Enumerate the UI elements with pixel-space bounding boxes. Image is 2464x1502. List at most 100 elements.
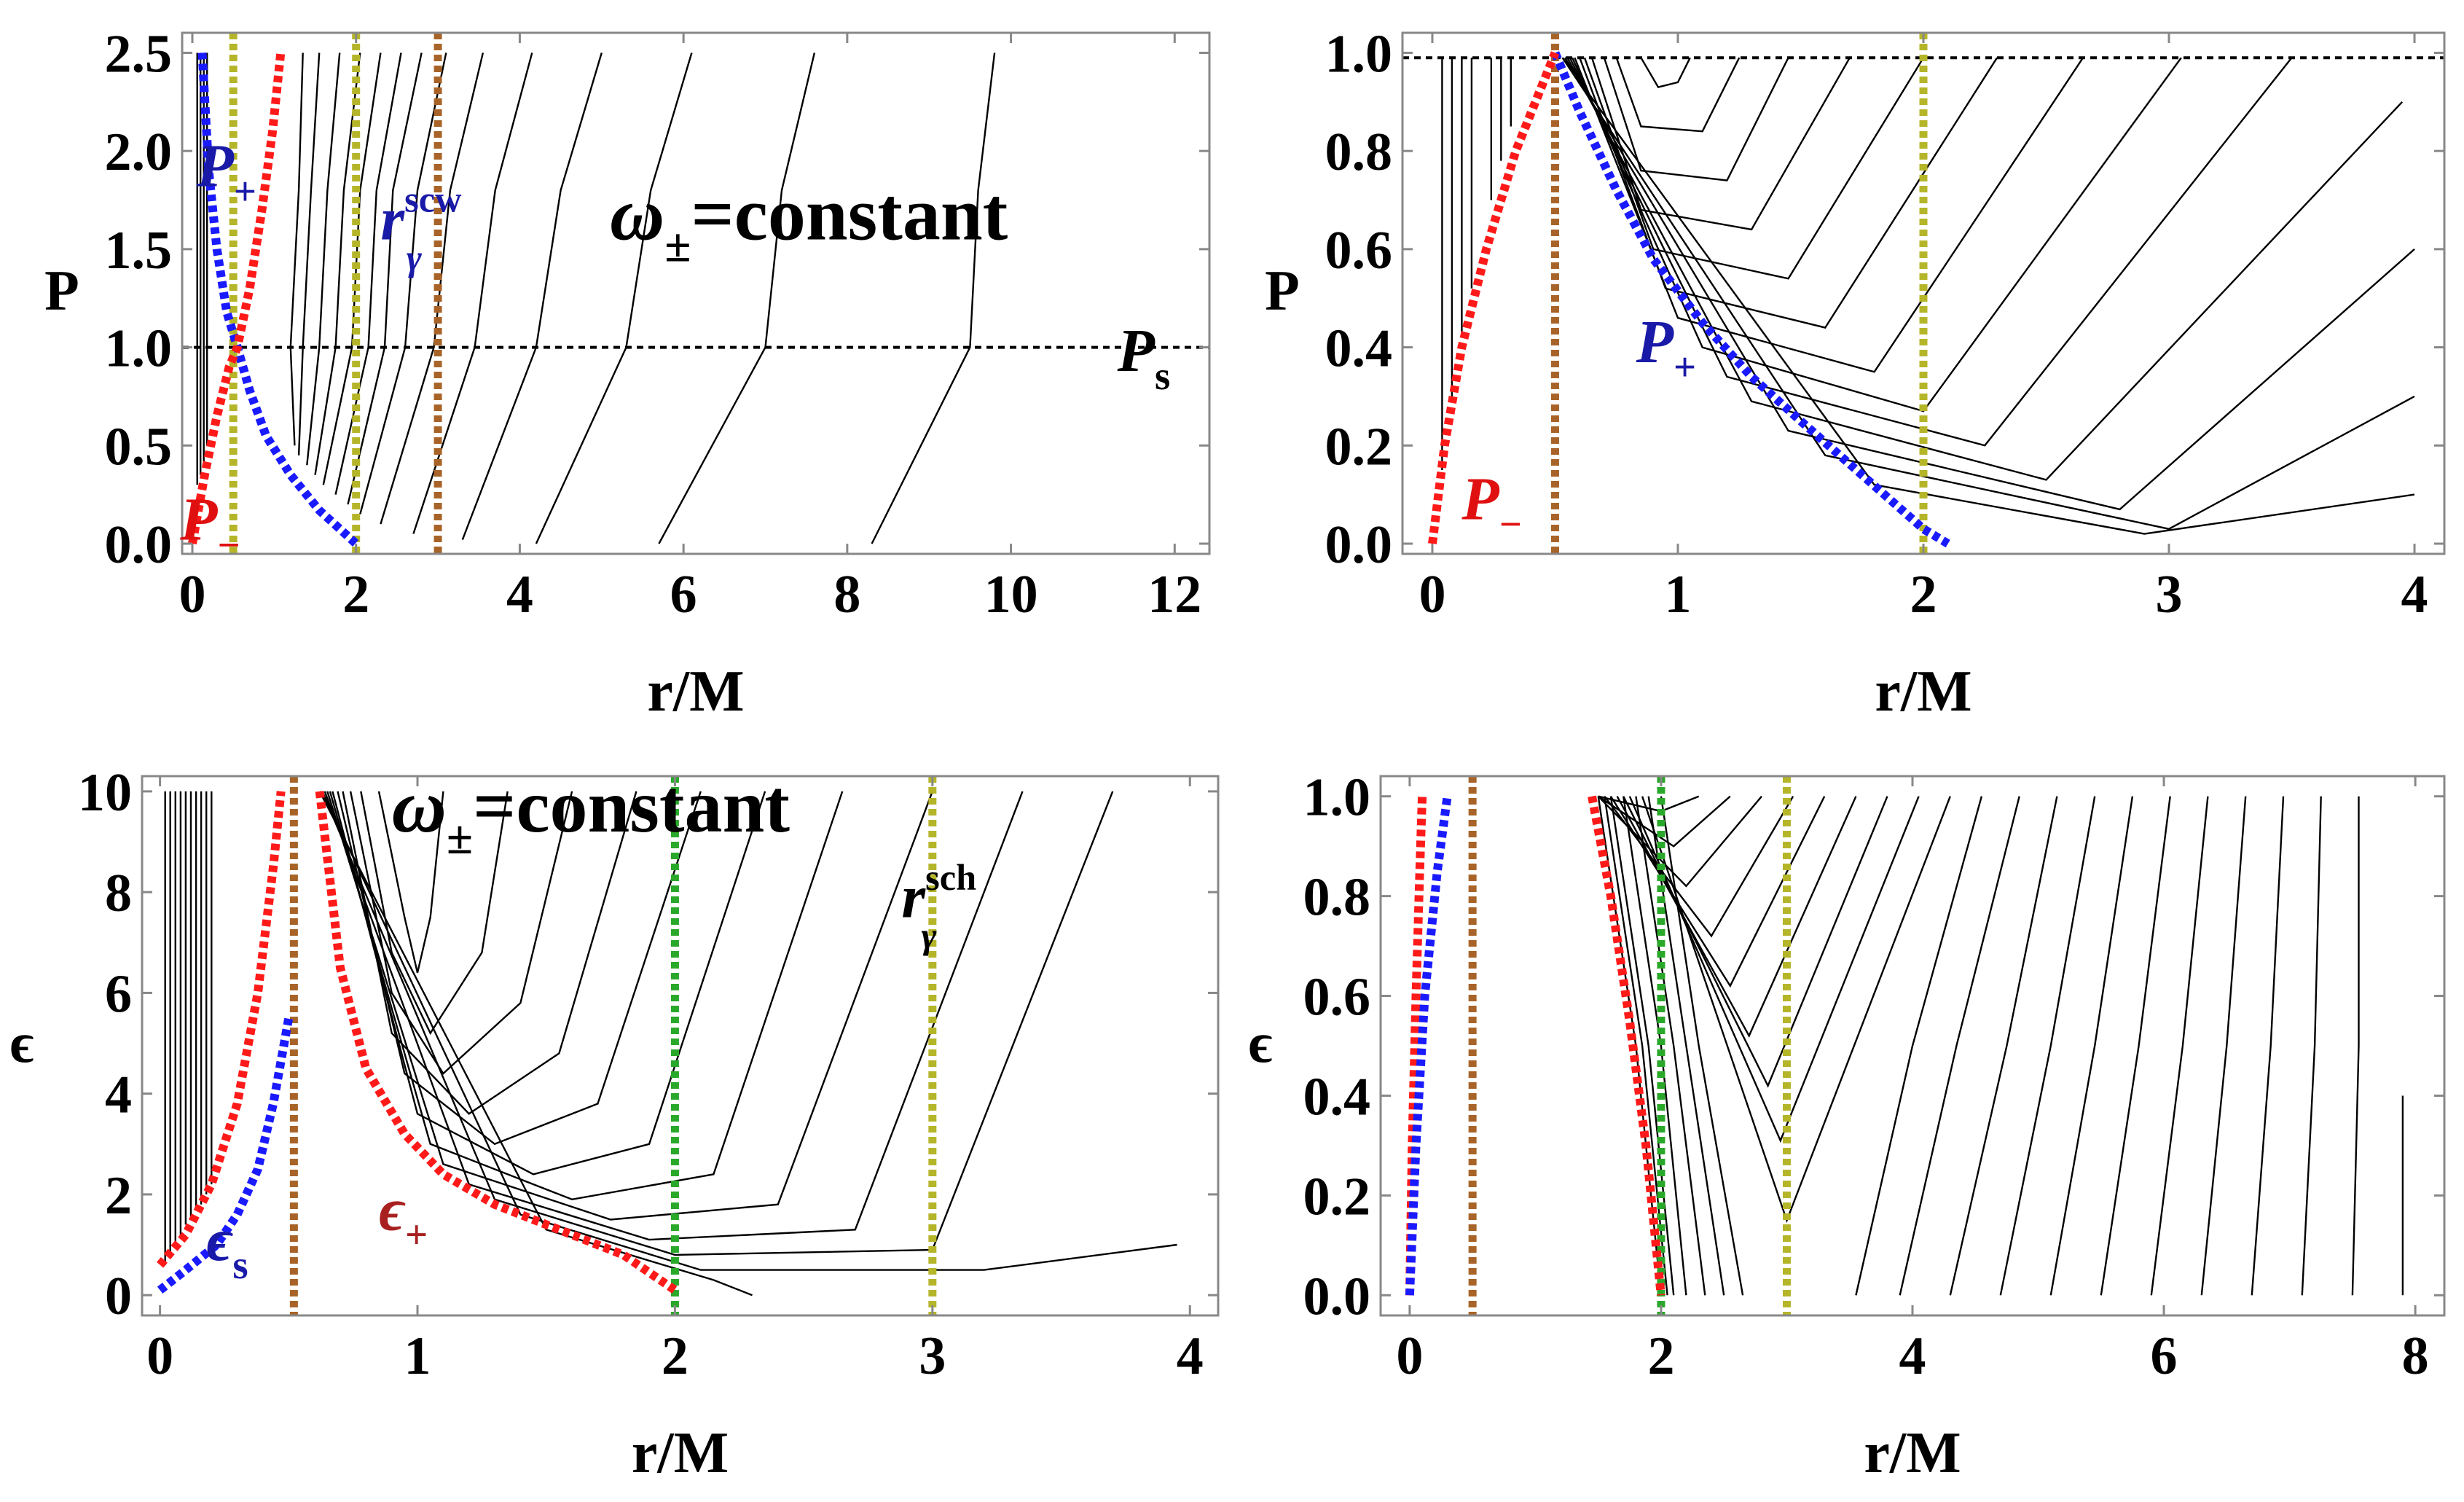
curve-label-2: ϵs	[206, 1206, 248, 1287]
contour-curve-17	[1899, 796, 2020, 1296]
y-tick-label: 0.6	[1325, 221, 1393, 281]
contour-curve-16	[658, 52, 816, 544]
y-tick-label: 0.2	[1303, 1167, 1371, 1227]
y-tick-label: 0.6	[1303, 968, 1371, 1028]
contour-curve-6	[306, 52, 341, 466]
contour-curve-19	[321, 791, 1114, 1256]
y-tick-label: 2.0	[105, 122, 173, 182]
x-tick-label: 0	[179, 565, 206, 625]
x-axis-label: r/M	[647, 660, 744, 724]
plot-area	[157, 776, 1177, 1315]
y-tick-label: 0.8	[1303, 868, 1371, 928]
boundary-curve-2	[1405, 795, 1452, 1296]
boundary-curve-1	[188, 52, 286, 545]
contour-curve-15	[1641, 796, 1951, 1224]
x-tick-label: 1	[404, 1326, 431, 1386]
contour-curve-11	[359, 52, 447, 515]
panel-bottom-left: 0 1 2 3 4 0 2 4 6 8 10 r/M ϵ ω±=constant rsch γ ϵ+ ϵs	[10, 763, 1220, 1485]
contour-curve-15	[535, 52, 693, 544]
y-axis-label: ϵ	[1249, 1011, 1273, 1074]
y-tick-label: 0.0	[105, 515, 173, 575]
contour-curve-26	[2351, 796, 2360, 1296]
contour-curve-10	[1590, 57, 1851, 231]
contour-curve-12	[349, 791, 573, 1075]
curve-label-3: P−	[179, 486, 240, 567]
x-tick-label: 10	[984, 565, 1038, 625]
x-tick-label: 8	[833, 565, 860, 625]
contour-curve-6	[1660, 796, 1744, 1296]
contour-curve-21	[2100, 796, 2171, 1296]
contour-curve-3	[1623, 796, 1687, 1296]
contour-curve-20	[321, 791, 1177, 1271]
y-tick-label: 0.0	[1325, 515, 1393, 575]
contour-curve-20	[2049, 796, 2134, 1296]
panel-top-right: 0 1 2 3 4 0.0 0.2 0.4 0.6 0.8 1.0 r/M P P+ P−	[1265, 24, 2446, 724]
x-tick-label: 1	[1664, 565, 1691, 625]
y-tick-label: 1.0	[105, 319, 173, 379]
plot-area	[1402, 33, 2444, 554]
panel-bottom-right: 0 2 4 6 8 0.0 0.2 0.4 0.6 0.8 1.0 r/M ϵ	[1249, 768, 2446, 1485]
boundary-curve-1	[157, 791, 286, 1268]
y-tick-label: 0.0	[1303, 1267, 1371, 1326]
contour-curve-16	[329, 791, 844, 1201]
y-tick-label: 0.4	[1303, 1067, 1371, 1127]
x-tick-label: 4	[2401, 565, 2428, 625]
contour-curve-13	[1574, 57, 2084, 373]
contour-curve-4	[1635, 796, 1706, 1296]
x-tick-label: 3	[2156, 565, 2183, 625]
x-tick-label: 6	[2151, 1326, 2178, 1386]
contour-curve-14	[1628, 796, 1920, 1143]
contour-curve-18	[1561, 57, 2415, 531]
x-tick-label: 12	[1147, 565, 1201, 625]
contour-curve-23	[2200, 796, 2247, 1296]
x-tick-label: 4	[1899, 1326, 1926, 1386]
y-tick-label: 0	[105, 1267, 132, 1326]
plot-frame	[141, 775, 1220, 1317]
contour-curve-18	[323, 791, 1024, 1241]
contour-curve-16	[1566, 57, 2404, 481]
contour-curve-5	[297, 52, 321, 455]
contour-curve-17	[1563, 57, 2415, 511]
x-tick-label: 0	[1396, 1326, 1423, 1386]
x-tick-label: 2	[662, 1326, 688, 1386]
contour-curve-4	[289, 52, 304, 446]
contour-curve-8	[1615, 57, 1741, 133]
y-tick-label: 4	[105, 1065, 132, 1125]
plot-area	[182, 33, 1209, 554]
plot-frame	[181, 31, 1211, 555]
curve-label-2: Ps	[1117, 317, 1171, 398]
curve-label-1: P−	[1461, 465, 1521, 546]
constant-annotation: ω±=constant	[610, 172, 1008, 272]
curve-label-1: ϵ+	[379, 1176, 428, 1256]
boundary-curve-1	[1405, 796, 1427, 1296]
contour-curve-17	[871, 52, 996, 544]
boundary-curve-1	[1428, 51, 1560, 544]
contour-curve-2	[1609, 796, 1675, 1296]
curve-label-0: P+	[1636, 308, 1696, 389]
boundary-curve-0	[1588, 795, 1665, 1296]
y-tick-label: 10	[78, 763, 132, 823]
contour-curve-9	[334, 52, 402, 495]
y-axis-label: P	[44, 259, 79, 322]
y-tick-label: 0.2	[1325, 417, 1393, 477]
x-tick-label: 0	[1419, 565, 1445, 625]
x-tick-label: 4	[506, 565, 533, 625]
constant-annotation: ω±=constant	[392, 764, 790, 864]
contour-curve-12	[380, 52, 484, 525]
boundary-curve-0	[1550, 51, 1950, 548]
curve-label-0: rsch γ	[901, 857, 976, 956]
x-tick-label: 0	[146, 1326, 173, 1386]
x-tick-label: 2	[342, 565, 369, 625]
contour-curve-16	[1855, 796, 1983, 1296]
x-axis-label: r/M	[1864, 1421, 1961, 1485]
y-axis-label: ϵ	[10, 1011, 34, 1074]
contour-curve-7	[1640, 57, 1691, 88]
x-tick-label: 2	[1647, 1326, 1674, 1386]
x-tick-label: 2	[1910, 565, 1937, 625]
contour-curve-19	[1561, 57, 2415, 535]
contour-curve-10	[347, 52, 423, 505]
contour-curve-19	[1999, 796, 2096, 1296]
curve-label-1: rscw γ	[380, 179, 462, 278]
contour-curve-15	[1569, 57, 2293, 447]
